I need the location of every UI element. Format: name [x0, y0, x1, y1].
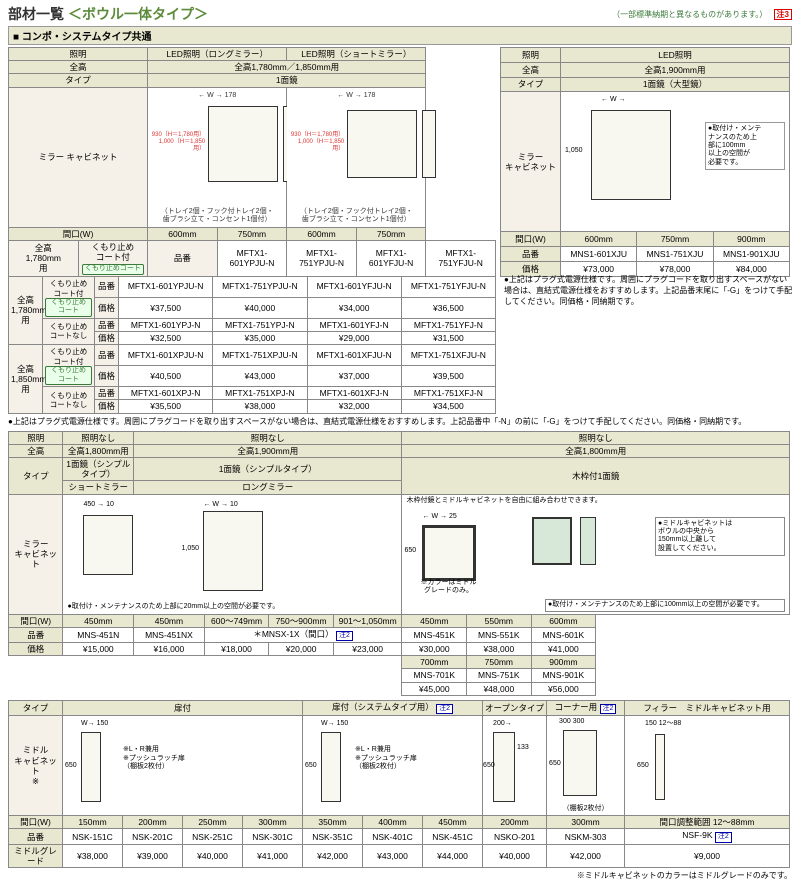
mirror-cabinet-table-3: 照明 照明なし 照明なし 照明なし 全高 全高1,800mm用 全高1,900m…	[8, 431, 790, 696]
middle-cabinet-table: タイプ 扉付 扉付（システムタイプ用） 注2 オープンタイプ コーナー用 注2 …	[8, 700, 790, 868]
led-long: LED照明（ロングミラー）	[148, 48, 287, 61]
diagram-open: 200→ 133 650	[483, 716, 547, 816]
final-footnote: ※ミドルキャビネットのカラーはミドルグレードのみです。	[8, 870, 792, 881]
diagram-filler: 150 12～88 650	[625, 716, 790, 816]
page-title: 部材一覧	[8, 4, 64, 24]
diagram-woodframe: 木枠付鏡とミドルキャビネットを自由に組み合わせできます。 ← W → 25 65…	[402, 494, 790, 614]
diagram-door-system: W→ 150 650 ※L・R兼用 ※プッシュラッチ扉 （棚板2枚付）	[303, 716, 483, 816]
type-1men: 1面鏡	[148, 74, 426, 87]
diagram-short-mirror: ← W → 178 930（H＝1,780用） 1,000（H＝1,850用） …	[287, 87, 426, 227]
diagram-simple-mirror: 450 → 10 ← W → 10 1,050 ●取付け・メンテナンスのため上部…	[63, 494, 402, 614]
install-note: ●取付け・メンテ ナンスのため上 部に100mm 以上の空間が 必要です。	[705, 122, 785, 170]
mirror-cabinet-table-2: 照明 LED照明 全高 全高1,900mm用 タイプ 1面鏡（大型鏡） ミラー …	[500, 47, 790, 277]
page-header: 部材一覧 ＜ボウル一体タイプ＞ （一部標準納期と異なるものがあります。） 注3	[8, 4, 792, 24]
row-type: タイプ	[9, 74, 148, 87]
coat-yes: くもり止め コート付くもり止めコート	[78, 240, 148, 276]
diagram-corner: 300 300 650 （棚板2枚付）	[547, 716, 625, 816]
mirror-cabinet-table-1: 照明 LED照明（ロングミラー） LED照明（ショートミラー） 全高 全高1,7…	[8, 47, 496, 277]
pn: MFTX1-601YPJU-N	[217, 240, 287, 276]
t1-footnote: ●上記はプラグ式電源仕様です。周囲にプラグコードを取り出すスペースがない場合は、…	[8, 416, 792, 427]
pn: MFTX1-601YFJU-N	[356, 240, 426, 276]
page-subtitle: ＜ボウル一体タイプ＞	[68, 4, 208, 24]
pn: MFTX1-751YFJU-N	[426, 240, 496, 276]
diagram-large-mirror: ← W → 1,050 ●取付け・メンテ ナンスのため上 部に100mm 以上の…	[561, 92, 790, 232]
row-lighting: 照明	[9, 48, 148, 61]
diagram-door: W→ 150 650 ※L・R兼用 ※プッシュラッチ扉 （棚板2枚付）	[63, 716, 303, 816]
h1780-label: 全高 1,780mm 用	[9, 240, 79, 276]
mirror-cabinet-label: ミラー キャビネット	[9, 87, 148, 227]
row-height: 全高	[9, 61, 148, 74]
note3-badge: 注3	[774, 9, 792, 20]
header-note: （一部標準納期と異なるものがあります。） 注3	[612, 9, 792, 20]
led-short: LED照明（ショートミラー）	[287, 48, 426, 61]
h1780-1850: 全高1,780mm／1,850mm用	[148, 61, 426, 74]
row-width: 間口(W)	[9, 227, 148, 240]
t2-footnote: ●上記はプラグ式電源仕様です。周囲にプラグコードを取り出すスペースがない場合は、…	[504, 274, 794, 307]
section-label: ■ コンポ・システムタイプ共通	[8, 26, 792, 45]
pn: MFTX1-751YPJU-N	[287, 240, 357, 276]
mirror-cabinet-table-1-data: 全高 1,780mm 用 くもり止め コート付くもり止めコート 品番 MFTX1…	[8, 276, 496, 414]
diagram-long-mirror: ← W → 178 930（H＝1,780用） 1,000（H＝1,850用） …	[148, 87, 287, 227]
